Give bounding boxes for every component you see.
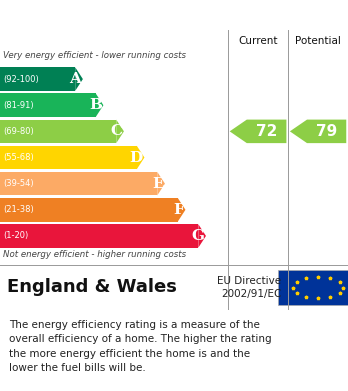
Text: C: C — [110, 124, 122, 138]
Text: A: A — [70, 72, 81, 86]
Text: Potential: Potential — [295, 36, 341, 46]
Text: (69-80): (69-80) — [3, 127, 33, 136]
Polygon shape — [137, 146, 144, 169]
Bar — [0, 67, 75, 91]
Text: B: B — [89, 98, 102, 112]
Text: F: F — [173, 203, 184, 217]
Bar — [0, 93, 96, 117]
Polygon shape — [96, 93, 103, 117]
Bar — [0, 172, 157, 196]
Polygon shape — [290, 120, 346, 143]
Polygon shape — [198, 224, 206, 248]
Text: The energy efficiency rating is a measure of the
overall efficiency of a home. T: The energy efficiency rating is a measur… — [9, 320, 271, 373]
Bar — [0, 146, 137, 169]
Text: E: E — [152, 177, 164, 191]
Text: 79: 79 — [316, 124, 337, 139]
Bar — [0, 224, 198, 248]
Text: G: G — [191, 229, 205, 243]
Text: Very energy efficient - lower running costs: Very energy efficient - lower running co… — [3, 51, 187, 60]
Bar — [0, 198, 178, 222]
Text: (81-91): (81-91) — [3, 101, 33, 110]
Text: (21-38): (21-38) — [3, 205, 33, 214]
Bar — [0, 120, 116, 143]
Polygon shape — [230, 120, 286, 143]
Polygon shape — [178, 198, 185, 222]
Text: Current: Current — [238, 36, 278, 46]
Text: (39-54): (39-54) — [3, 179, 33, 188]
Text: EU Directive
2002/91/EC: EU Directive 2002/91/EC — [217, 276, 281, 299]
Text: (55-68): (55-68) — [3, 153, 33, 162]
Text: (92-100): (92-100) — [3, 75, 39, 84]
Text: England & Wales: England & Wales — [7, 278, 177, 296]
Text: D: D — [130, 151, 143, 165]
Text: Not energy efficient - higher running costs: Not energy efficient - higher running co… — [3, 250, 187, 259]
Text: 72: 72 — [256, 124, 277, 139]
Text: Energy Efficiency Rating: Energy Efficiency Rating — [5, 6, 234, 24]
Polygon shape — [157, 172, 165, 196]
Polygon shape — [116, 120, 124, 143]
Text: (1-20): (1-20) — [3, 231, 28, 240]
Polygon shape — [75, 67, 83, 91]
Bar — [278, 271, 348, 305]
